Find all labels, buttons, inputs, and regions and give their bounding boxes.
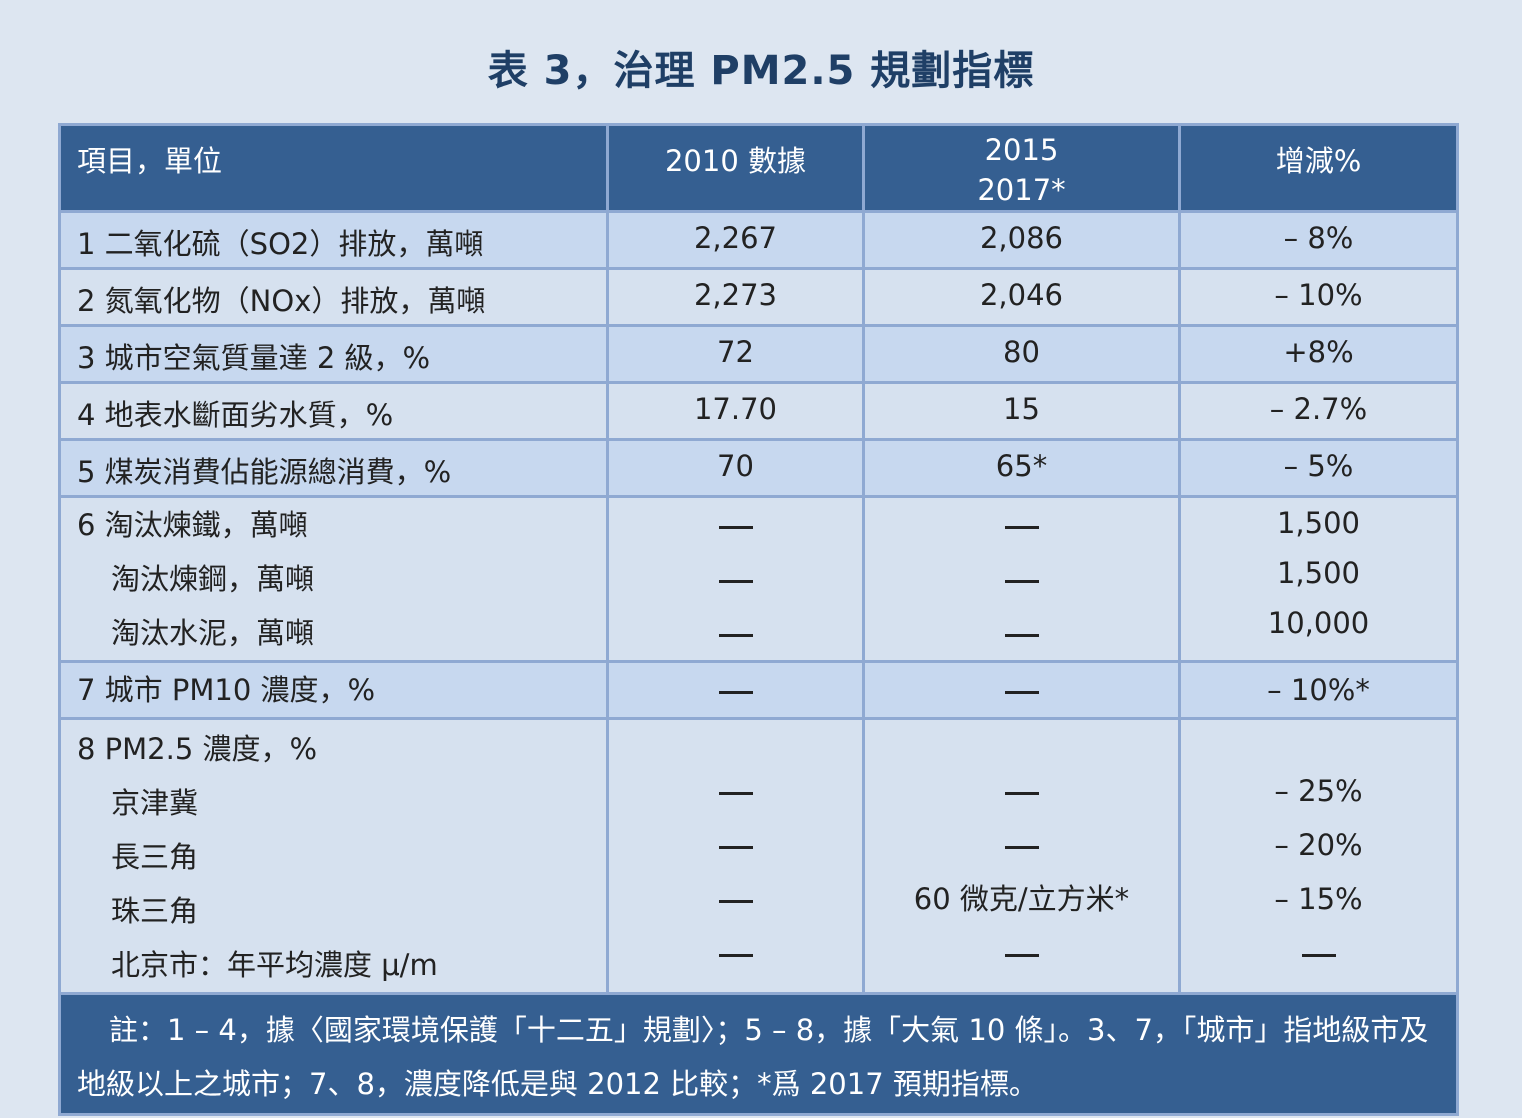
table-row: 5 煤炭消費佔能源總消費，% 70 65* – 5%	[58, 438, 1459, 498]
value-2015: 2,086	[862, 210, 1181, 270]
value-pearl-2017: 60 微克/立方米*	[913, 882, 1130, 916]
row-6-sub-cement: 淘汰水泥，萬噸	[111, 616, 315, 650]
dash-mark	[1004, 525, 1039, 529]
value-change: – 10%*	[1178, 660, 1459, 720]
row-label: 6 淘汰煉鐵，萬噸 淘汰煉鋼，萬噸 淘汰水泥，萬噸	[58, 495, 609, 663]
dash-mark	[718, 899, 753, 903]
value-2015: 80	[862, 324, 1181, 384]
row-label: 7 城市 PM10 濃度，%	[58, 660, 609, 720]
value-2015: 65*	[862, 438, 1181, 498]
header-2010: 2010 數據	[606, 123, 865, 213]
dash-mark	[718, 953, 753, 957]
header-item-unit: 項目，單位	[58, 123, 609, 213]
row-label: 4 地表水斷面劣水質，%	[58, 381, 609, 441]
row-6-label: 6 淘汰煉鐵，萬噸	[77, 508, 308, 542]
header-change: 增減%	[1178, 123, 1459, 213]
note-row: 註：1 – 4，據〈國家環境保護「十二五」規劃〉；5 – 8，據「大氣 10 條…	[58, 992, 1459, 1116]
row-label: 8 PM2.5 濃度，% 京津冀 長三角 珠三角 北京市：年平均濃度 μ/m	[58, 717, 609, 995]
dash-mark	[718, 633, 753, 637]
value-2010: 72	[606, 324, 865, 384]
dash-mark	[1004, 953, 1039, 957]
table-row: 4 地表水斷面劣水質，% 17.70 15 – 2.7%	[58, 381, 1459, 441]
value-change: 1,500 1,500 10,000	[1178, 495, 1459, 663]
table-row: 1 二氧化硫（SO2）排放，萬噸 2,267 2,086 – 8%	[58, 210, 1459, 270]
value-2010: 2,273	[606, 267, 865, 327]
dash-mark	[1004, 845, 1039, 849]
dash-mark	[718, 845, 753, 849]
table-row-8: 8 PM2.5 濃度，% 京津冀 長三角 珠三角 北京市：年平均濃度 μ/m 6…	[58, 717, 1459, 995]
change-pm10: – 10%*	[1267, 673, 1370, 707]
dash-mark	[718, 579, 753, 583]
change-jingjinji: – 25%	[1274, 774, 1363, 808]
value-2010	[606, 495, 865, 663]
dash-mark	[718, 525, 753, 529]
change-iron: 1,500	[1276, 506, 1361, 540]
value-change: – 2.7%	[1178, 381, 1459, 441]
change-cement: 10,000	[1267, 606, 1370, 640]
dash-mark	[1004, 579, 1039, 583]
header-2017: 2017*	[977, 173, 1066, 207]
value-2010: 17.70	[606, 381, 865, 441]
value-2010	[606, 660, 865, 720]
region-beijing: 北京市：年平均濃度 μ/m	[111, 948, 438, 982]
page-title: 表 3，治理 PM2.5 規劃指標	[487, 48, 1035, 94]
table-row-7: 7 城市 PM10 濃度，% – 10%*	[58, 660, 1459, 720]
change-steel: 1,500	[1276, 556, 1361, 590]
row-6-sub-steel: 淘汰煉鋼，萬噸	[111, 562, 315, 596]
region-jingjinji: 京津冀	[111, 786, 199, 820]
table-row: 2 氮氧化物（NOx）排放，萬噸 2,273 2,046 – 10%	[58, 267, 1459, 327]
value-2015: 2,046	[862, 267, 1181, 327]
row-label: 2 氮氧化物（NOx）排放，萬噸	[58, 267, 609, 327]
table-note: 註：1 – 4，據〈國家環境保護「十二五」規劃〉；5 – 8，據「大氣 10 條…	[58, 992, 1459, 1116]
value-change: – 25% – 20% – 15%	[1178, 717, 1459, 995]
table-row-6: 6 淘汰煉鐵，萬噸 淘汰煉鋼，萬噸 淘汰水泥，萬噸 1,500 1,500 10…	[58, 495, 1459, 663]
dash-mark	[718, 791, 753, 795]
value-2010	[606, 717, 865, 995]
pm25-table: 項目，單位 2010 數據 2015 2017* 增減% 1 二氧化硫（SO2）…	[58, 123, 1459, 1116]
dash-mark	[1004, 633, 1039, 637]
row-label: 1 二氧化硫（SO2）排放，萬噸	[58, 210, 609, 270]
value-2015	[862, 495, 1181, 663]
dash-mark	[718, 690, 753, 694]
header-2015: 2015	[984, 133, 1059, 167]
row-label: 5 煤炭消費佔能源總消費，%	[58, 438, 609, 498]
row-8-label: 8 PM2.5 濃度，%	[77, 732, 318, 766]
table-header-row: 項目，單位 2010 數據 2015 2017* 增減%	[58, 123, 1459, 213]
value-2015: 60 微克/立方米*	[862, 717, 1181, 995]
value-2010: 2,267	[606, 210, 865, 270]
dash-mark	[1004, 690, 1039, 694]
value-change: – 8%	[1178, 210, 1459, 270]
value-change: – 10%	[1178, 267, 1459, 327]
value-2015: 15	[862, 381, 1181, 441]
header-2015-2017: 2015 2017*	[862, 123, 1181, 213]
change-pearl: – 15%	[1274, 882, 1363, 916]
dash-mark	[1004, 791, 1039, 795]
value-2010: 70	[606, 438, 865, 498]
value-2015	[862, 660, 1181, 720]
value-change: +8%	[1178, 324, 1459, 384]
change-yangtze: – 20%	[1274, 828, 1363, 862]
row-7-label: 7 城市 PM10 濃度，%	[77, 673, 376, 707]
table-row: 3 城市空氣質量達 2 級，% 72 80 +8%	[58, 324, 1459, 384]
value-change: – 5%	[1178, 438, 1459, 498]
region-yangtze: 長三角	[111, 840, 199, 874]
dash-mark	[1301, 953, 1336, 957]
region-pearl: 珠三角	[111, 894, 199, 928]
row-label: 3 城市空氣質量達 2 級，%	[58, 324, 609, 384]
